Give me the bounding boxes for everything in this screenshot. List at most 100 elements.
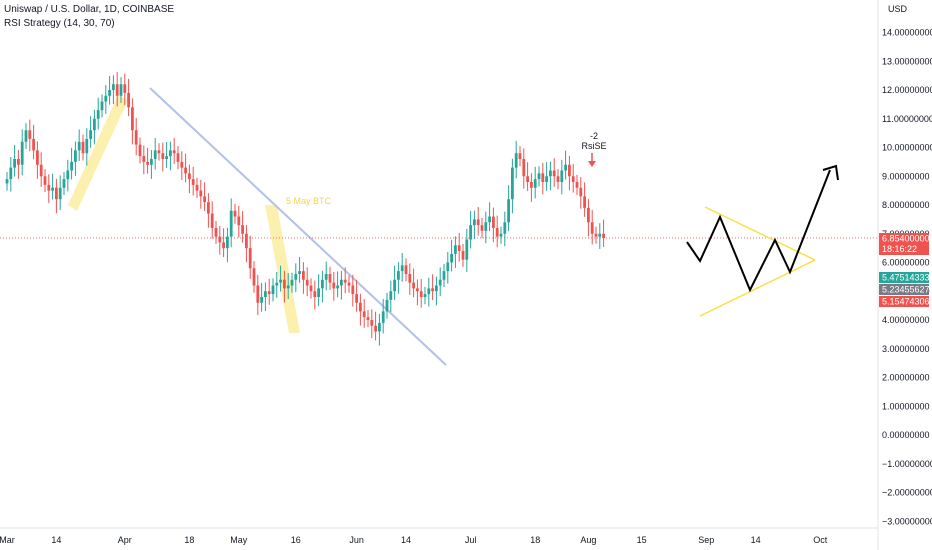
currency-label: USD [888,4,908,14]
candle-body [400,265,404,272]
candle-body [416,288,419,292]
candle-body [321,279,324,289]
candle-body [214,228,218,237]
candle-body [184,167,187,174]
time-tick-label: 18 [184,535,194,545]
candle-body [127,92,130,108]
candle-body [533,179,537,188]
candle-body [138,144,142,157]
candle-body [51,187,54,191]
price-tick-label: 13.00000000 [882,56,932,66]
candles-layer [5,71,605,346]
candle-body [545,176,548,182]
price-tick-label: 12.00000000 [882,85,932,95]
time-tick-label: Jun [349,535,364,545]
candle-body [218,236,222,243]
candle-body [58,187,62,200]
strategy-label[interactable]: RSI Strategy (14, 30, 70) [4,18,115,29]
triangle-upper-line [704,206,816,261]
price-tick-label: −2.00000000 [882,488,932,498]
price-tick-label: 3.00000000 [882,344,930,354]
candle-body [503,222,507,234]
candle-body [537,173,541,180]
candle-body [594,233,598,237]
candle-body [404,265,408,274]
candle-body [66,170,70,180]
candle-body [150,159,153,165]
candle-body [556,176,560,182]
candle-body [362,311,366,318]
candle-body [104,95,108,102]
candle-body [450,253,453,263]
candle-body [252,268,256,286]
time-tick-label: 14 [401,535,411,545]
price-tag-value: 6.85400000 [882,234,930,244]
price-tag-value: 5.47514333 [882,273,930,283]
candle-body [351,285,355,295]
candle-body [423,294,427,297]
candle-body [579,187,583,197]
projection-arrow-icon [822,164,839,181]
trendline-layer [0,87,878,366]
time-tick-label: Oct [813,535,828,545]
candle-body [495,228,499,237]
candle-body [457,245,461,251]
candle-body [571,176,575,182]
chart-legend: Uniswap / U.S. Dollar, 1D, COINBASE RSI … [4,3,174,31]
candle-body [549,170,552,177]
candle-body [366,317,370,320]
candle-body [340,279,343,286]
candle-body [20,141,24,165]
candle-body [5,179,9,184]
candle-body [552,170,556,177]
candle-body [207,202,210,214]
candle-body [385,299,389,312]
candle-body [309,285,313,292]
candle-body [267,291,271,295]
candle-body [336,285,339,289]
candle-body [427,288,431,295]
price-tick-label: 11.00000000 [882,114,932,124]
candle-body [469,225,472,240]
candle-body [241,225,244,234]
price-tag: 5.23455627 [879,284,930,295]
candle-body [142,156,146,162]
candle-body [199,190,203,197]
candle-body [286,285,290,289]
candle-body [229,210,233,237]
triangle-lower-line [699,259,816,317]
chart-annotation: 5 May BTC [286,196,332,206]
candle-body [397,271,400,280]
candle-body [370,320,374,326]
candle-body [583,196,586,208]
candle-body [298,271,301,274]
time-tick-label: Jul [465,535,477,545]
symbol-title[interactable]: Uniswap / U.S. Dollar, 1D, COINBASE [4,4,175,15]
time-tick-label: Sep [698,535,714,545]
price-tick-label: 10.00000000 [882,143,932,153]
candle-body [564,164,567,171]
time-axis[interactable]: Mar 14 Apr 18 May 16 Jun 14 Jul 18 Aug 15 Sep 14 Oct [0,535,828,545]
candle-body [438,279,442,286]
candle-body [176,153,180,162]
candle-body [480,225,484,231]
candle-body [484,222,488,231]
candle-body [431,288,434,292]
price-tick-label: 14.00000000 [882,28,932,38]
candle-body [237,216,241,226]
candle-body [24,130,28,142]
candle-body [347,282,351,286]
price-tag-background [879,233,929,255]
candle-body [47,184,51,191]
price-tag-background [879,296,929,307]
price-tick-label: 0.00000000 [882,430,930,440]
candle-body [473,219,476,226]
candle-body [492,216,495,228]
candle-body [461,251,465,260]
time-tick-label: Apr [118,535,132,545]
candle-body [248,248,252,269]
candle-body [526,176,529,182]
